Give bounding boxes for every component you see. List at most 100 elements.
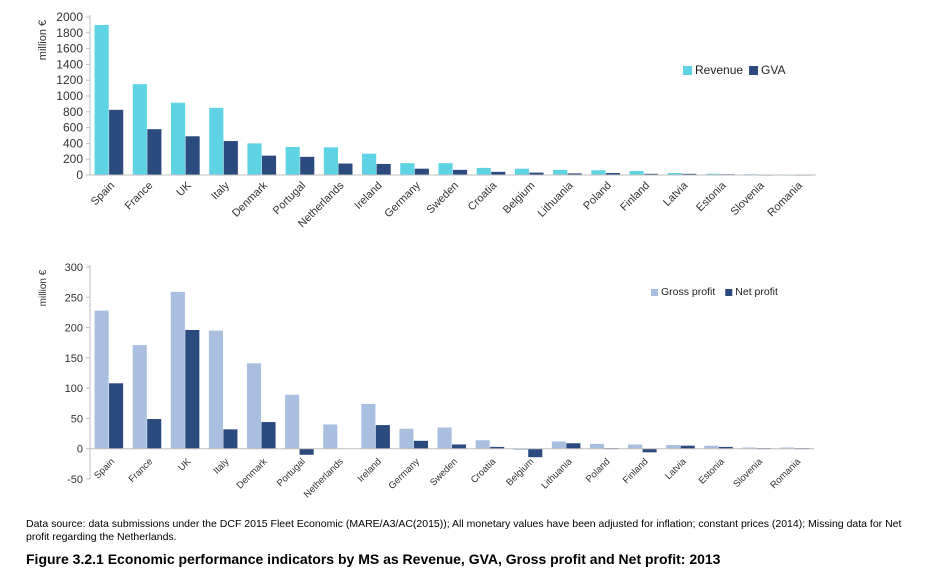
category-label-germany: Germany [382, 179, 423, 220]
bar-gva-italy [223, 141, 238, 175]
category-label-spain: Spain [89, 180, 117, 208]
bar-revenue-lithuania [553, 169, 568, 175]
bar-net-profit-belgium [528, 448, 543, 458]
category-label-italy: Italy [209, 179, 232, 202]
legend-label-gross-profit: Gross profit [661, 286, 715, 298]
category-label-portugal: Portugal [271, 180, 308, 217]
category-label-portugal: Portugal [275, 456, 308, 489]
bar-net-profit-italy [223, 429, 238, 449]
bar-gross-profit-estonia [704, 445, 719, 449]
bar-gross-profit-ireland [361, 403, 376, 449]
category-label-sweden: Sweden [428, 456, 460, 488]
bar-revenue-uk [171, 102, 186, 175]
category-label-ireland: Ireland [356, 456, 384, 484]
bar-net-profit-germany [413, 440, 428, 449]
bar-gross-profit-romania [780, 447, 795, 449]
bar-gva-denmark [261, 155, 277, 175]
category-label-croatia: Croatia [466, 179, 500, 213]
bar-gross-profit-denmark [246, 363, 262, 449]
category-label-latvia: Latvia [661, 179, 691, 209]
bar-revenue-latvia [667, 173, 682, 175]
y-tick-label: 250 [65, 292, 83, 304]
category-label-denmark: Denmark [230, 179, 270, 219]
bar-gross-profit-slovenia [742, 447, 757, 449]
bar-gva-spain [109, 109, 124, 175]
category-label-denmark: Denmark [235, 456, 270, 491]
category-label-poland: Poland [581, 180, 614, 213]
bar-net-profit-uk [185, 329, 200, 449]
profit-chart: -50 0 50 100 150 200 250 300 million € Spain Franc… [38, 262, 814, 500]
legend-swatch-revenue [683, 66, 692, 75]
category-label-estonia: Estonia [697, 456, 728, 487]
bar-revenue-netherlands [323, 147, 338, 175]
category-label-france: France [127, 456, 156, 485]
bar-net-profit-spain [109, 383, 124, 449]
bar-net-profit-sweden [452, 444, 467, 449]
bar-revenue-ireland [362, 153, 377, 175]
y-tick-label: 1200 [56, 73, 83, 87]
bar-revenue-italy [209, 107, 224, 175]
bar-gva-lithuania [567, 173, 582, 175]
bar-revenue-finland [629, 171, 644, 175]
y-tick-label: 600 [63, 121, 83, 135]
legend-swatch-gross-profit [651, 289, 658, 296]
y-tick-label: 1600 [56, 42, 83, 56]
y-tick-label: 200 [65, 323, 83, 335]
bar-gva-latvia [682, 173, 697, 175]
category-label-sweden: Sweden [425, 180, 462, 217]
bar-net-profit-denmark [261, 422, 276, 449]
category-label-romania: Romania [765, 179, 805, 219]
y-tick-label: -50 [67, 474, 83, 486]
legend-label-gva: GVA [761, 63, 785, 77]
y-axis-title: million € [38, 269, 49, 306]
bar-gva-france [147, 129, 162, 175]
category-label-belgium: Belgium [501, 180, 538, 217]
bar-gva-portugal [300, 156, 315, 175]
category-label-romania: Romania [768, 456, 803, 491]
category-label-lithuania: Lithuania [539, 456, 575, 492]
bar-revenue-germany [400, 163, 415, 175]
bar-gross-profit-uk [170, 291, 185, 449]
category-label-finland: Finland [621, 456, 651, 486]
category-label-finland: Finland [618, 180, 652, 214]
y-tick-label: 1800 [56, 26, 83, 40]
category-label-spain: Spain [92, 456, 117, 481]
bar-gross-profit-poland [589, 443, 605, 449]
y-tick-label: 1000 [56, 89, 83, 103]
bar-gross-profit-lithuania [551, 441, 566, 449]
figure-caption: Figure 3.2.1 Economic performance indica… [26, 551, 721, 567]
bar-revenue-denmark [247, 143, 262, 175]
bar-revenue-spain [94, 24, 109, 176]
category-label-uk: UK [174, 179, 194, 199]
category-label-belgium: Belgium [504, 456, 536, 488]
y-tick-label: 200 [63, 152, 83, 166]
category-label-slovenia: Slovenia [728, 179, 767, 218]
legend-swatch-gva [749, 66, 759, 75]
bar-gross-profit-croatia [475, 440, 490, 449]
bar-revenue-croatia [476, 167, 491, 175]
bar-net-profit-finland [642, 448, 657, 453]
legend-label-revenue: Revenue [695, 63, 743, 77]
y-tick-label: 100 [65, 383, 83, 395]
legend-swatch-net-profit [725, 289, 733, 296]
bar-gross-profit-latvia [666, 445, 681, 449]
bar-revenue-france [132, 84, 147, 175]
bar-gross-profit-belgium [513, 448, 528, 450]
y-tick-label: 150 [65, 353, 83, 365]
category-label-uk: UK [176, 456, 194, 474]
bar-gross-profit-spain [94, 310, 109, 449]
bar-gva-croatia [491, 171, 506, 175]
bar-gva-uk [185, 136, 200, 175]
y-tick-label: 0 [77, 444, 83, 456]
bar-revenue-sweden [438, 163, 453, 175]
category-label-germany: Germany [387, 456, 423, 492]
bar-gross-profit-sweden [437, 427, 452, 449]
bar-net-profit-portugal [299, 448, 314, 455]
bar-revenue-portugal [285, 146, 300, 175]
bar-gva-poland [605, 173, 620, 175]
category-label-lithuania: Lithuania [536, 179, 577, 220]
bar-gva-finland [644, 173, 659, 175]
bar-revenue-poland [591, 170, 606, 175]
source-note: Data source: data submissions under the … [26, 518, 902, 543]
category-label-estonia: Estonia [694, 179, 729, 214]
